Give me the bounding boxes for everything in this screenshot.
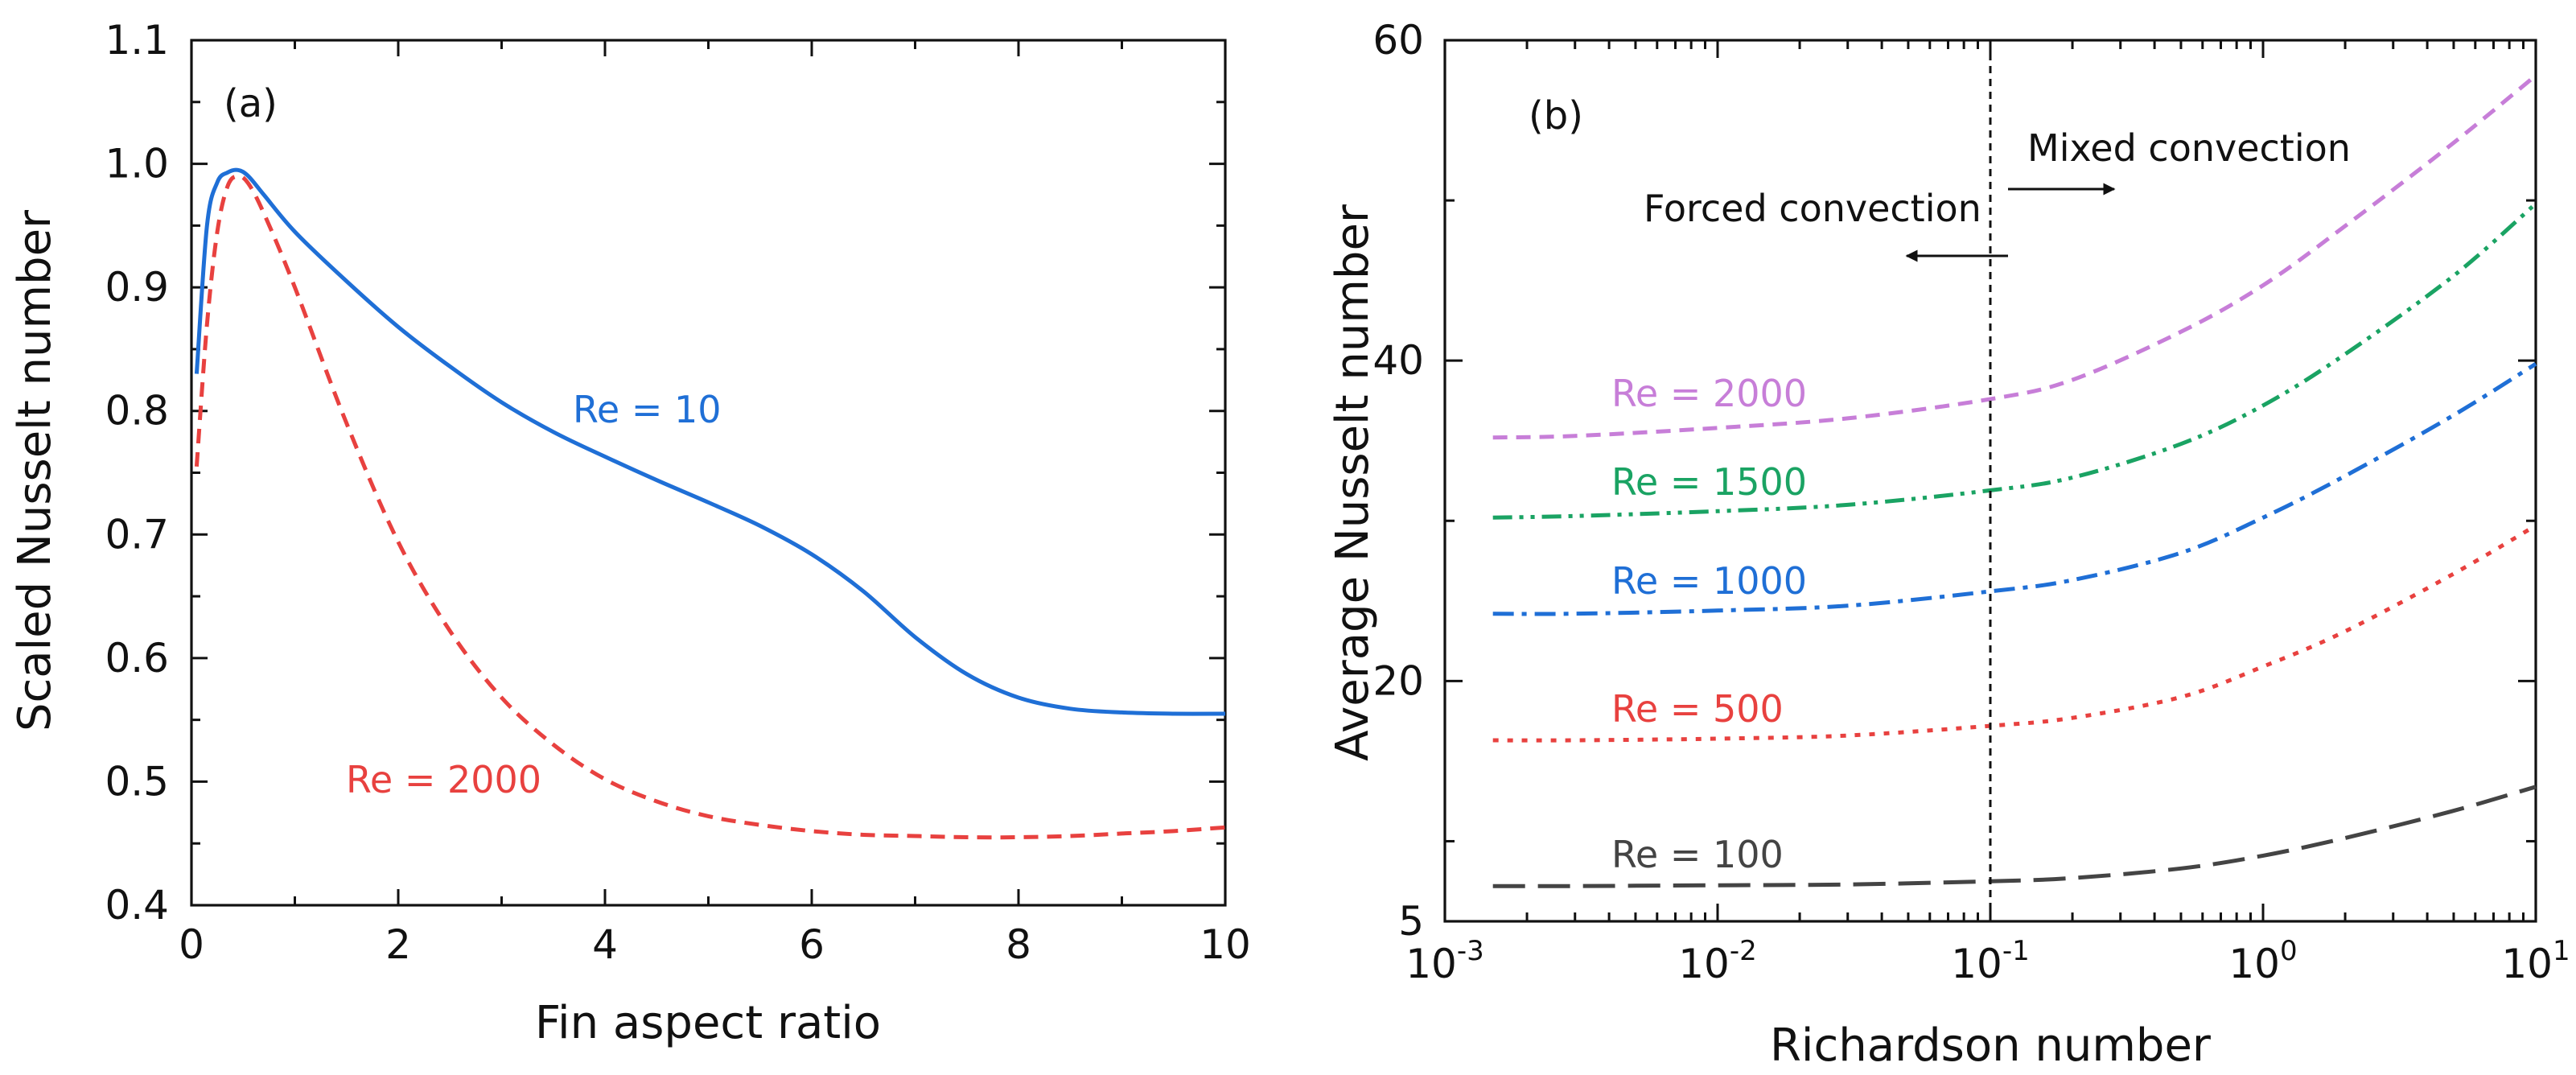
panel-a-y-tick-label: 0.9 xyxy=(105,264,169,311)
panel-b-series-line-3 xyxy=(1492,524,2537,743)
panel-a-x-tick-label: 4 xyxy=(592,921,618,968)
panel-b-series-line-0 xyxy=(1492,73,2537,440)
forced-convection-annotation: Forced convection xyxy=(1644,187,1981,230)
panel-a-curve-label-re2000: Re = 2000 xyxy=(346,758,541,801)
panel-b-x-tick-label: 10-2 xyxy=(1678,935,1757,987)
panel-a-x-tick-label: 0 xyxy=(179,921,204,968)
panel-a-y-tick-label: 0.6 xyxy=(105,635,169,682)
panel-b-curve-label-re1500: Re = 1500 xyxy=(1611,460,1807,504)
panel-b-series-line-4 xyxy=(1492,785,2537,888)
panel-b-curve-label-re2000: Re = 2000 xyxy=(1611,372,1807,415)
panel-b-x-axis-label: Richardson number xyxy=(1770,1019,2212,1072)
panel-a-y-tick-label: 0.5 xyxy=(105,758,169,805)
panel-a-curve-label-re10: Re = 10 xyxy=(573,388,722,431)
panel-b-y-tick-label: 40 xyxy=(1372,337,1424,384)
panel-a-x-tick-label: 8 xyxy=(1006,921,1031,968)
panel-a-ticks: 0 2 4 6 8 10 0.4 0.5 0.6 0.7 0.8 0.9 1.0 1.1 xyxy=(105,17,1250,968)
panel-a-x-axis-label: Fin aspect ratio xyxy=(535,997,881,1049)
panel-a-y-tick-label: 1.1 xyxy=(105,17,169,64)
panel-a-series-line-0 xyxy=(194,167,1226,716)
panel-a-x-tick-label: 6 xyxy=(799,921,825,968)
panel-a-y-tick-label: 0.4 xyxy=(105,882,169,929)
panel-a-x-tick-label: 2 xyxy=(385,921,411,968)
panel-a-series xyxy=(194,167,1226,840)
panel-b-series-line-2 xyxy=(1492,362,2537,616)
panel-a-y-tick-label: 0.8 xyxy=(105,388,169,435)
panel-b-curve-label-re1000: Re = 1000 xyxy=(1611,559,1807,603)
panel-b-y-tick-label: 5 xyxy=(1398,898,1424,945)
panel-b-curve-label-re500: Re = 500 xyxy=(1611,687,1784,731)
panel-b-curve-label-re100: Re = 100 xyxy=(1611,833,1784,876)
panel-b-y-tick-label: 20 xyxy=(1372,657,1424,704)
panel-a-series-line-1 xyxy=(194,174,1226,840)
panel-b-y-axis-label: Average Nusselt number xyxy=(1327,204,1379,761)
panel-a-y-tick-label: 1.0 xyxy=(105,141,169,187)
panel-b-x-tick-label: 100 xyxy=(2228,935,2297,987)
panel-a-y-tick-label: 0.7 xyxy=(105,511,169,558)
mixed-convection-annotation: Mixed convection xyxy=(2027,126,2351,170)
panel-b-series xyxy=(1492,73,2537,888)
panel-a-y-axis-label: Scaled Nusselt number xyxy=(9,209,61,731)
panel-a-x-tick-label: 10 xyxy=(1200,921,1251,968)
panel-b-label: (b) xyxy=(1529,93,1583,138)
panel-b-x-tick-label: 101 xyxy=(2501,935,2570,987)
panel-b-y-tick-label: 60 xyxy=(1372,17,1424,64)
panel-a-chart: 0 2 4 6 8 10 0.4 0.5 0.6 0.7 0.8 0.9 1.0 1.1 (a) Re =… xyxy=(9,17,1251,1049)
panel-a-label: (a) xyxy=(224,81,278,126)
panel-b-x-tick-label: 10-1 xyxy=(1951,935,2030,987)
